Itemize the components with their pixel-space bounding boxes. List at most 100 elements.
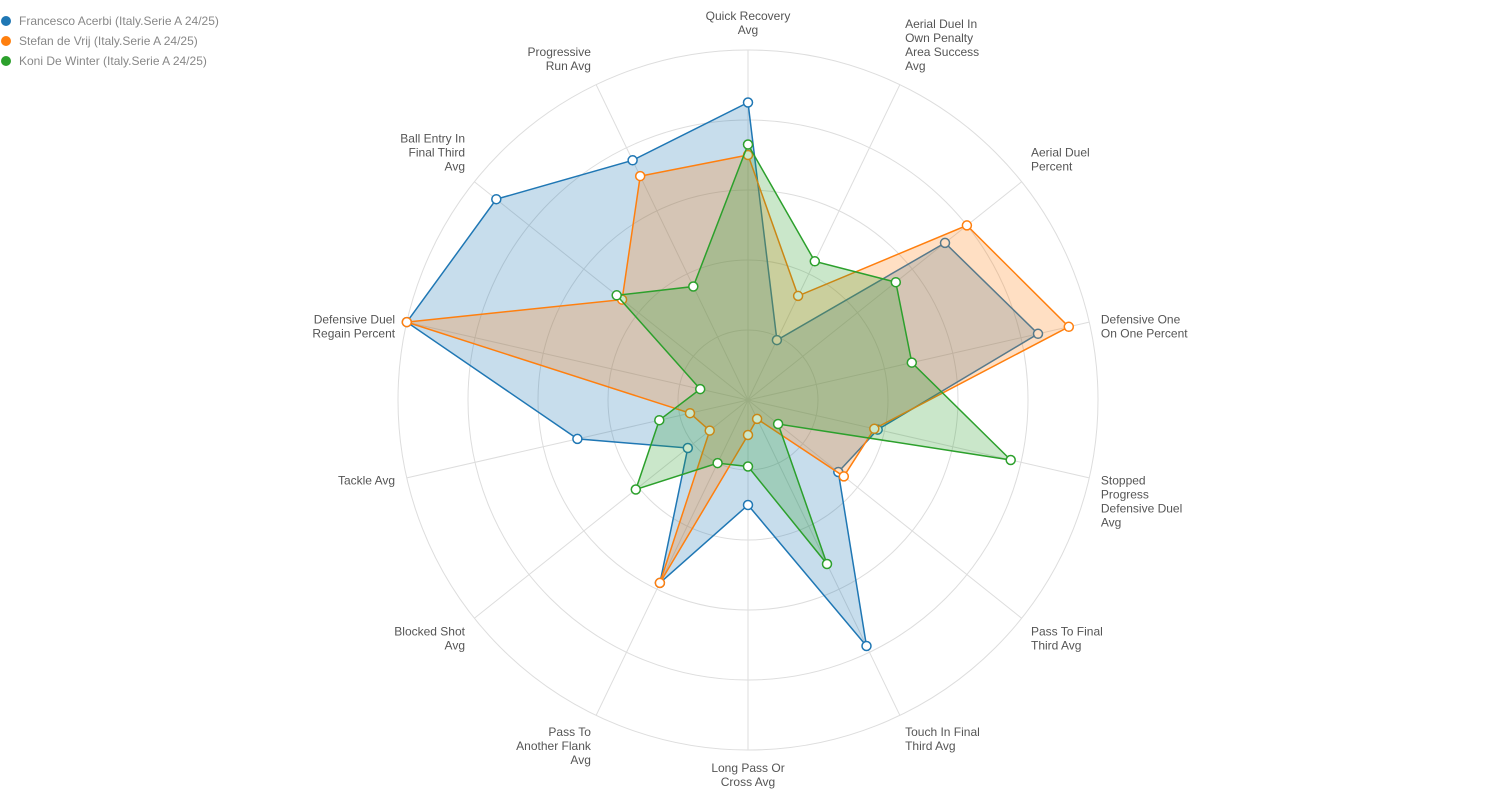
data-point[interactable] — [861, 640, 872, 652]
legend-item-acerbi[interactable]: Francesco Acerbi (Italy.Serie A 24/25) — [0, 11, 219, 31]
grid-spoke — [747, 399, 1022, 619]
axis-label: Aerial Duel In Own Penalty Area Success Avg — [905, 17, 979, 73]
radar-series — [401, 97, 1075, 652]
grid-spoke — [474, 399, 749, 619]
legend-label-de-vrij: Stefan de Vrij (Italy.Serie A 24/25) — [19, 34, 198, 48]
axis-label: Pass To Final Third Avg — [1031, 625, 1103, 653]
axis-label: Touch In Final Third Avg — [905, 725, 980, 753]
axis-label: Tackle Avg — [338, 474, 395, 488]
axis-label-line: Tackle Avg — [338, 474, 395, 488]
axis-label-line: Defensive One — [1101, 312, 1181, 326]
data-point[interactable] — [1063, 321, 1075, 333]
axis-label-line: Aerial Duel — [1031, 145, 1090, 159]
data-point[interactable] — [712, 457, 723, 469]
grid-spoke — [747, 321, 1090, 401]
series-1 — [401, 149, 1075, 589]
data-point[interactable] — [572, 433, 583, 445]
axis-label-line: On One Percent — [1101, 326, 1188, 340]
axis-label-line: Aerial Duel In — [905, 17, 977, 31]
axis-label-line: Run Avg — [546, 59, 591, 73]
data-point[interactable] — [611, 290, 622, 301]
axis-label-line: Own Penalty — [905, 31, 973, 45]
data-point[interactable] — [939, 237, 951, 249]
legend-label-de-winter: Koni De Winter (Italy.Serie A 24/25) — [19, 54, 207, 68]
grid-spoke — [595, 399, 749, 716]
data-point[interactable] — [742, 461, 754, 472]
data-point[interactable] — [838, 471, 850, 482]
axis-label-line: Avg — [905, 59, 925, 73]
data-point[interactable] — [772, 418, 784, 430]
axis-label: Blocked Shot Avg — [394, 625, 465, 653]
grid-spoke — [747, 399, 1090, 479]
axis-label: Aerial Duel Percent — [1031, 145, 1090, 173]
data-point[interactable] — [654, 414, 665, 426]
series-2 — [611, 139, 1016, 570]
legend-swatch-acerbi — [1, 16, 11, 26]
data-point[interactable] — [890, 276, 902, 288]
grid-spoke — [747, 399, 901, 716]
axis-label: Progressive Run Avg — [528, 45, 592, 73]
axis-label-line: Avg — [570, 753, 590, 767]
data-point[interactable] — [742, 97, 754, 108]
axis-label-line: Pass To — [548, 725, 591, 739]
data-point[interactable] — [688, 281, 699, 292]
data-point[interactable] — [742, 429, 754, 441]
legend-item-de-vrij[interactable]: Stefan de Vrij (Italy.Serie A 24/25) — [0, 31, 219, 51]
axis-label-line: Area Success — [905, 45, 979, 59]
axis-label-line: Blocked Shot — [394, 625, 465, 639]
axis-label-line: Another Flank — [516, 739, 592, 753]
axis-label-line: Defensive Duel — [314, 312, 395, 326]
axis-label-line: Long Pass Or — [711, 761, 784, 775]
data-point[interactable] — [682, 442, 694, 454]
axis-label-line: Progressive — [528, 45, 592, 59]
data-point[interactable] — [906, 357, 918, 368]
axis-label-line: Avg — [445, 159, 465, 173]
data-point[interactable] — [809, 256, 821, 267]
data-point[interactable] — [627, 155, 638, 166]
data-point[interactable] — [491, 193, 502, 205]
axis-label-line: Percent — [1031, 159, 1073, 173]
axis-label-line: Ball Entry In — [400, 131, 465, 145]
axis-label-line: Cross Avg — [721, 775, 775, 789]
data-point[interactable] — [771, 334, 783, 346]
data-point[interactable] — [654, 577, 666, 589]
axis-label: Pass To Another Flank Avg — [516, 725, 592, 767]
data-point[interactable] — [1032, 328, 1044, 340]
axis-label-line: Third Avg — [1031, 639, 1081, 653]
axis-label-line: Stopped — [1101, 474, 1146, 488]
grid-spoke — [747, 181, 1022, 401]
data-point[interactable] — [684, 407, 696, 419]
data-point[interactable] — [821, 558, 833, 570]
data-point[interactable] — [742, 499, 754, 511]
axis-label: Stopped Progress Defensive Duel Avg — [1101, 474, 1182, 530]
data-point[interactable] — [704, 425, 715, 436]
axis-label-line: Quick Recovery — [706, 9, 791, 23]
grid-spoke — [474, 181, 749, 401]
data-point[interactable] — [694, 383, 706, 395]
data-point[interactable] — [630, 484, 642, 495]
axis-label-line: Progress — [1101, 488, 1149, 502]
data-point[interactable] — [742, 139, 754, 150]
grid-spoke — [747, 84, 901, 401]
data-point[interactable] — [751, 413, 763, 425]
axis-label-line: Avg — [445, 639, 465, 653]
axis-label: Long Pass Or Cross Avg — [711, 761, 784, 789]
data-point[interactable] — [634, 170, 646, 182]
data-point[interactable] — [961, 220, 973, 231]
axis-label-line: Avg — [1101, 516, 1121, 530]
data-point[interactable] — [401, 316, 413, 328]
axis-label-line: Avg — [738, 23, 758, 37]
legend-item-de-winter[interactable]: Koni De Winter (Italy.Serie A 24/25) — [0, 51, 219, 71]
grid-spoke — [406, 321, 749, 401]
data-point[interactable] — [792, 290, 804, 302]
data-point[interactable] — [1005, 454, 1016, 466]
axis-label-line: Pass To Final — [1031, 625, 1103, 639]
data-point[interactable] — [869, 423, 880, 435]
legend: Francesco Acerbi (Italy.Serie A 24/25) S… — [0, 11, 219, 71]
axis-label: Quick Recovery Avg — [706, 9, 791, 37]
axis-label: Defensive Duel Regain Percent — [312, 312, 395, 340]
radar-axis-labels: Quick Recovery Avg Aerial Duel In Own Penal… — [312, 9, 1188, 789]
axis-label-line: Third Avg — [905, 739, 955, 753]
series-0 — [401, 97, 1044, 652]
axis-label-line: Final Third — [409, 145, 465, 159]
